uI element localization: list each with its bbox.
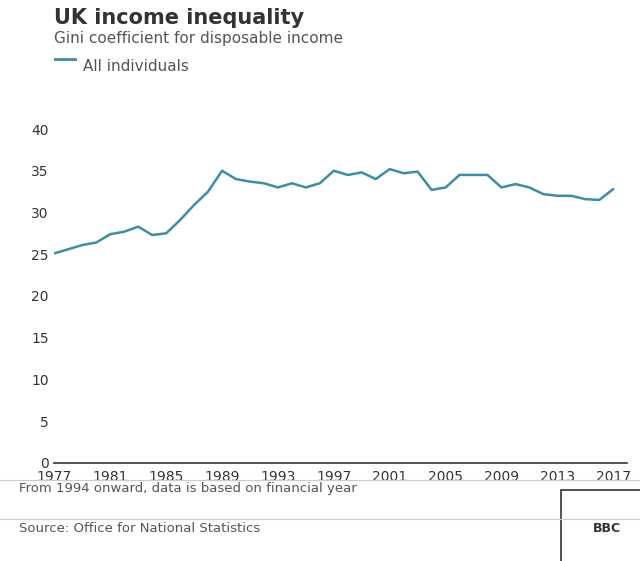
Text: Gini coefficient for disposable income: Gini coefficient for disposable income — [54, 31, 344, 46]
Text: BBC: BBC — [593, 522, 621, 535]
Text: Source: Office for National Statistics: Source: Office for National Statistics — [19, 522, 260, 535]
Text: From 1994 onward, data is based on financial year: From 1994 onward, data is based on finan… — [19, 482, 357, 495]
Text: UK income inequality: UK income inequality — [54, 8, 305, 29]
Text: All individuals: All individuals — [83, 59, 189, 74]
